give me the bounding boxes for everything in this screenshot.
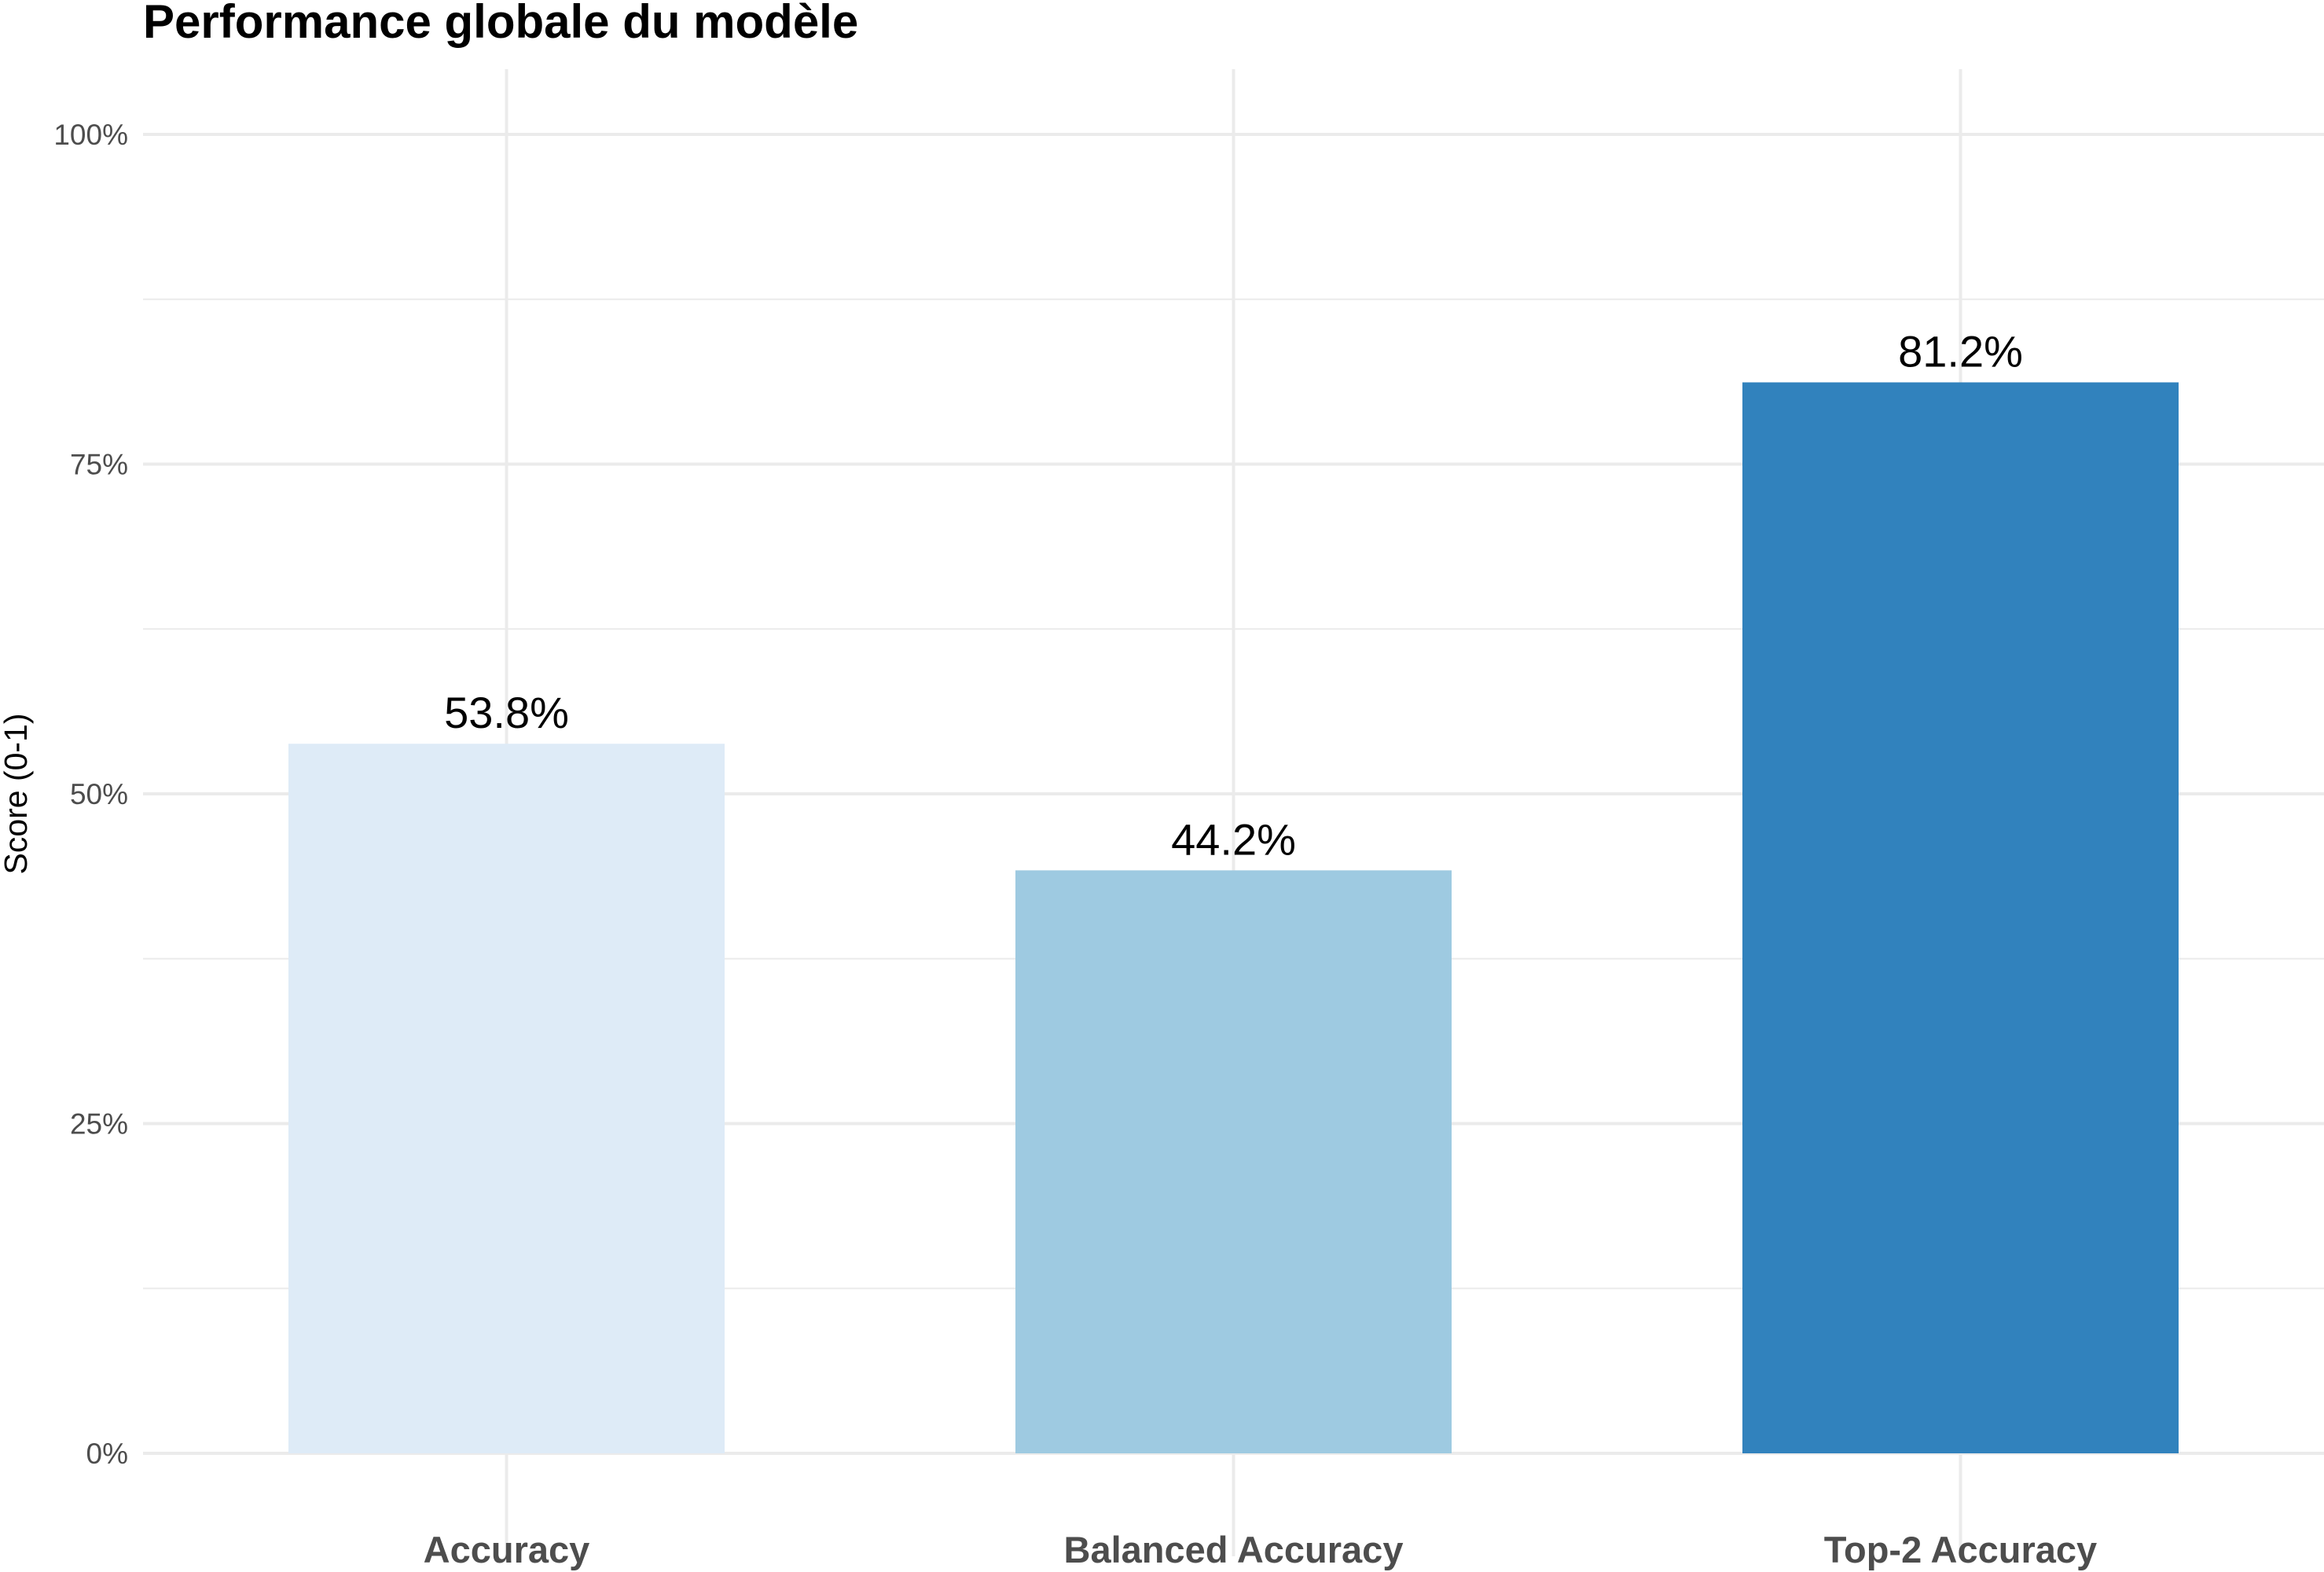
bar-value-label: 44.2% (1171, 814, 1296, 864)
x-tick-label: Top-2 Accuracy (1824, 1529, 2097, 1570)
y-axis-title: Score (0-1) (0, 713, 34, 874)
y-tick-label: 100% (53, 119, 128, 151)
y-tick-label: 50% (70, 778, 128, 810)
bar-value-label: 53.8% (444, 688, 569, 737)
x-axis: Accuracy Balanced Accuracy Top-2 Accuracy (424, 1529, 2098, 1570)
bar-value-labels: 53.8% 44.2% 81.2% (444, 326, 2023, 864)
x-tick-label: Accuracy (424, 1529, 590, 1570)
y-axis: 0% 25% 50% 75% 100% (53, 119, 128, 1470)
y-tick-label: 75% (70, 449, 128, 481)
y-tick-label: 0% (86, 1438, 128, 1470)
bar-value-label: 81.2% (1898, 326, 2023, 376)
bar (288, 744, 725, 1453)
y-tick-label: 25% (70, 1108, 128, 1140)
bars (288, 382, 2179, 1453)
x-tick-label: Balanced Accuracy (1064, 1529, 1404, 1570)
bar (1742, 382, 2179, 1453)
chart-title: Performance globale du modèle (143, 0, 858, 48)
bar (1015, 870, 1452, 1453)
